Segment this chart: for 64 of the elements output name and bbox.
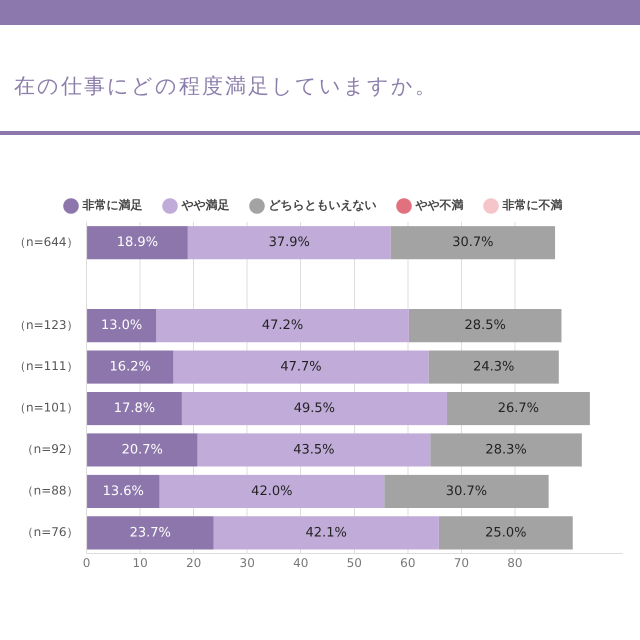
data-label: 13.6% xyxy=(102,484,144,499)
bar xyxy=(87,226,188,260)
bar xyxy=(428,350,559,384)
data-label: 42.1% xyxy=(306,525,347,540)
data-label: 25.0% xyxy=(485,525,526,540)
bar xyxy=(156,309,409,342)
x-tick-label: 50 xyxy=(346,556,362,570)
data-label: 42.0% xyxy=(251,484,292,499)
data-label: 18.9% xyxy=(116,235,158,250)
data-label: 24.3% xyxy=(473,359,514,374)
bar xyxy=(384,474,549,508)
legend-label: どちらともいえない xyxy=(268,198,376,212)
bar xyxy=(182,392,447,426)
chart-title: 在の仕事にどの程度満足していますか。 xyxy=(14,73,438,100)
bar xyxy=(87,309,156,342)
data-label: 23.7% xyxy=(130,525,171,540)
bar xyxy=(188,226,391,260)
legend-label: やや満足 xyxy=(180,198,230,212)
data-label: 28.3% xyxy=(485,442,527,458)
x-tick-label: 60 xyxy=(400,556,416,570)
bar xyxy=(430,433,582,467)
data-label: 30.7% xyxy=(452,235,494,250)
data-label: 37.9% xyxy=(268,235,310,250)
x-tick-label: 30 xyxy=(240,556,255,570)
x-tick-label: 20 xyxy=(186,556,202,570)
data-label: 16.2% xyxy=(110,359,151,374)
data-label: 17.8% xyxy=(114,400,156,416)
bar xyxy=(438,516,573,550)
legend-label: 非常に不満 xyxy=(502,198,562,212)
x-tick-label: 10 xyxy=(132,556,148,570)
bar xyxy=(173,350,429,384)
bar xyxy=(87,433,198,467)
legend-label: やや不満 xyxy=(414,198,464,212)
y-tick-label: （n=76） xyxy=(22,525,79,539)
y-tick-label: （n=92） xyxy=(22,442,79,456)
bar xyxy=(87,392,182,426)
bar xyxy=(408,309,562,342)
bar xyxy=(390,226,556,260)
bar xyxy=(213,516,439,550)
bar xyxy=(197,433,430,467)
y-tick-label: （n=111） xyxy=(14,359,79,374)
data-label: 47.2% xyxy=(262,318,304,333)
x-tick-label: 80 xyxy=(507,556,523,570)
y-tick-label: （n=644） xyxy=(14,234,79,249)
data-label: 28.5% xyxy=(464,318,506,333)
x-tick-label: 0 xyxy=(82,556,90,570)
data-label: 43.5% xyxy=(293,442,335,458)
data-label: 49.5% xyxy=(294,400,336,416)
data-label: 13.0% xyxy=(100,318,142,333)
x-tick-label: 70 xyxy=(454,556,470,570)
x-tick-label: 40 xyxy=(293,556,308,570)
bar xyxy=(159,474,384,508)
data-label: 20.7% xyxy=(122,442,163,458)
bar xyxy=(87,350,174,384)
bar xyxy=(87,516,214,550)
legend-label: 非常に満足 xyxy=(82,198,142,212)
data-label: 26.7% xyxy=(498,400,540,416)
bar xyxy=(446,392,590,426)
y-tick-label: （n=101） xyxy=(14,400,79,415)
bar xyxy=(87,474,160,508)
data-label: 30.7% xyxy=(446,484,488,499)
y-tick-label: （n=88） xyxy=(22,484,79,498)
data-label: 47.7% xyxy=(280,359,322,374)
y-tick-label: （n=123） xyxy=(14,318,79,332)
